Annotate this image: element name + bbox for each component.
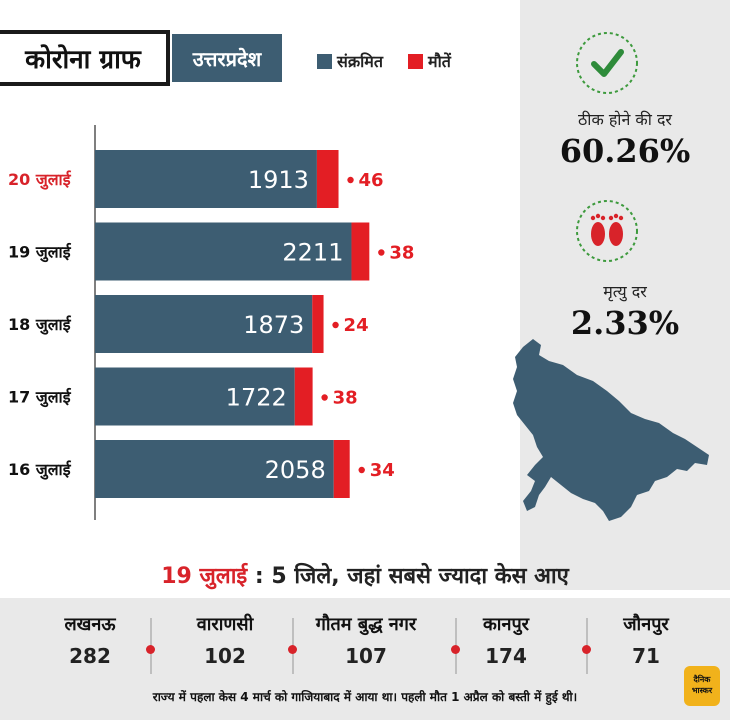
districts-panel: [0, 598, 730, 720]
district-item: कानपुर 174: [436, 612, 576, 668]
category-label: 18 जुलाई: [8, 315, 72, 335]
deaths-data-label: 46: [359, 170, 384, 191]
infected-data-label: 2058: [265, 456, 326, 484]
district-divider-dot: [288, 645, 297, 654]
bar-infected: [95, 150, 317, 208]
legend-deaths-swatch: [408, 53, 423, 69]
district-name: लखनऊ: [64, 614, 116, 635]
brand-line2: भास्कर: [691, 686, 713, 695]
checkmark-icon: [576, 32, 638, 94]
district-item: लखनऊ 282: [20, 612, 160, 668]
district-divider-dot: [582, 645, 591, 654]
bar-infected: [95, 440, 334, 498]
district-name: वाराणसी: [196, 614, 254, 635]
footnote: राज्य में पहला केस 4 मार्च को गाजियाबाद …: [152, 690, 578, 704]
death-marker-dot: [358, 466, 365, 474]
district-name: गौतम बुद्ध नगर: [315, 614, 417, 635]
bar-infected: [95, 295, 313, 353]
deaths-data-label: 38: [389, 243, 414, 264]
district-value: 107: [345, 644, 387, 668]
death-marker-dot: [378, 249, 385, 256]
district-name: कानपुर: [482, 614, 530, 635]
mortality-label: मृत्यु दर: [603, 282, 647, 301]
bar-deaths: [316, 150, 339, 208]
state-label: उत्तरप्रदेश: [172, 34, 282, 82]
bar-deaths: [351, 222, 370, 281]
district-item: गौतम बुद्ध नगर 107: [296, 612, 436, 668]
category-label: 16 जुलाई: [8, 460, 72, 480]
mortality-value: 2.33%: [570, 304, 680, 342]
legend-deaths: मौतें: [408, 50, 451, 72]
legend-infected: संक्रमित: [317, 50, 383, 72]
districts-heading-text: 5 जिले, जहां सबसे ज्यादा केस आए: [271, 564, 569, 589]
district-divider-dot: [451, 645, 460, 654]
recovery-value: 60.26%: [559, 132, 691, 170]
district-item: जौनपुर 71: [576, 612, 716, 668]
district-value: 174: [485, 644, 527, 668]
brand-line1: दैनिक: [693, 675, 711, 684]
deaths-data-label: 34: [370, 460, 395, 481]
footprints-icon: [576, 200, 638, 262]
infected-data-label: 1913: [248, 166, 309, 194]
deaths-data-label: 38: [333, 388, 358, 409]
category-label: 19 जुलाई: [8, 243, 72, 263]
chart-title: कोरोना ग्राफ: [0, 30, 170, 86]
bar-deaths: [294, 367, 313, 426]
districts-heading-date: 19 जुलाई: [161, 564, 248, 589]
district-item: वाराणसी 102: [155, 612, 295, 668]
legend-infected-label: संक्रमित: [337, 52, 383, 71]
recovery-label: ठीक होने की दर: [578, 110, 672, 129]
deaths-data-label: 24: [344, 315, 369, 336]
brand-logo: दैनिक भास्कर: [684, 666, 720, 706]
bar-infected: [95, 222, 352, 281]
district-name: जौनपुर: [623, 614, 669, 635]
bar-infected: [95, 367, 295, 426]
death-marker-dot: [321, 394, 328, 401]
category-label: 17 जुलाई: [8, 388, 72, 408]
district-divider-dot: [146, 645, 155, 654]
bar-chart: 20 जुलाई 1913 46 19 जुलाई 2211 38 18 जुलाई 1873…: [8, 125, 414, 520]
infected-data-label: 2211: [282, 239, 343, 267]
death-marker-dot: [347, 176, 354, 184]
category-label: 20 जुलाई: [8, 170, 72, 190]
district-value: 282: [69, 644, 111, 668]
infected-data-label: 1722: [226, 384, 287, 412]
legend-infected-swatch: [317, 53, 332, 69]
death-marker-dot: [332, 321, 339, 329]
bar-deaths: [312, 295, 324, 353]
bar-deaths: [333, 440, 350, 498]
districts-heading: 19 जुलाई : 5 जिले, जहां सबसे ज्यादा केस …: [0, 560, 730, 590]
district-value: 71: [632, 644, 660, 668]
up-map-shape: [513, 339, 709, 521]
district-value: 102: [204, 644, 246, 668]
legend-deaths-label: मौतें: [428, 52, 451, 71]
infected-data-label: 1873: [243, 311, 304, 339]
districts-heading-separator: :: [254, 564, 264, 589]
